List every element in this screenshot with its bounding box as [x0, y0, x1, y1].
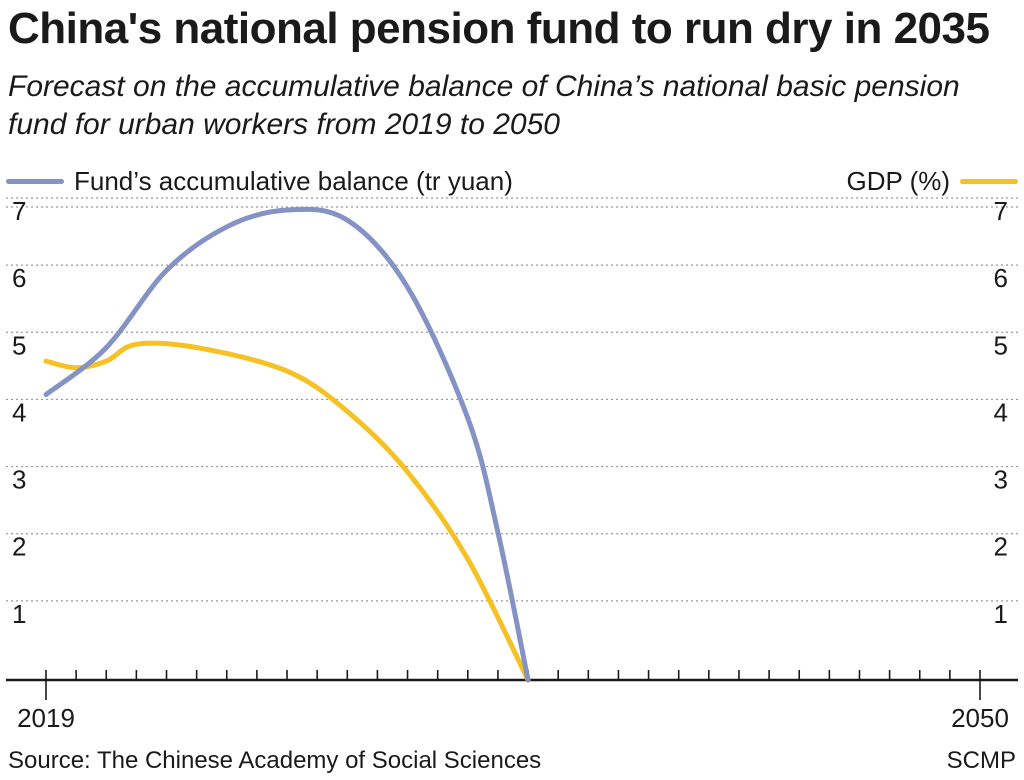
x-tick-label-2019: 2019: [17, 703, 75, 733]
y-tick-right-3: 3: [994, 465, 1008, 495]
y-tick-left-1: 1: [12, 599, 26, 629]
y-tick-left-5: 5: [12, 330, 26, 360]
y-tick-left-6: 6: [12, 263, 26, 293]
source-note: Source: The Chinese Academy of Social Sc…: [8, 747, 542, 774]
y-tick-right-4: 4: [994, 397, 1008, 427]
y-tick-left-3: 3: [12, 465, 26, 495]
legend-swatch-series-b: [960, 179, 1018, 184]
series-lines: [43, 206, 531, 683]
line-fund-balance: [43, 206, 531, 683]
legend-series-b: GDP (%): [846, 166, 1018, 197]
legend-label-series-a: Fund’s accumulative balance (tr yuan): [74, 166, 513, 196]
y-tick-left-2: 2: [12, 532, 26, 562]
y-tick-right-7: 7: [994, 196, 1008, 226]
y-tick-right-6: 6: [994, 263, 1008, 293]
gridlines: [6, 197, 1018, 602]
y-axis-right: 1 2 3 4 5 6 7: [994, 196, 1008, 629]
x-tick-label-2050: 2050: [951, 703, 1009, 733]
y-tick-left-7: 7: [12, 196, 26, 226]
y-tick-right-5: 5: [994, 330, 1008, 360]
y-tick-right-1: 1: [994, 599, 1008, 629]
legend-label-series-b: GDP (%): [846, 166, 950, 196]
y-axis-left: 1 2 3 4 5 6 7: [12, 196, 26, 629]
legend-series-a: Fund’s accumulative balance (tr yuan): [6, 166, 513, 197]
chart-subtitle: Forecast on the accumulative balance of …: [8, 70, 960, 141]
chart-title: China's national pension fund to run dry…: [8, 4, 990, 53]
line-chart: 1 2 3 4 5 6 7 1 2 3 4 5 6 7 2019 2050: [6, 196, 1018, 733]
credit-label: SCMP: [946, 747, 1016, 774]
line-gdp: [43, 340, 531, 683]
y-tick-right-2: 2: [994, 532, 1008, 562]
x-axis: 2019 2050: [6, 670, 1018, 733]
legend-swatch-series-a: [6, 179, 64, 184]
y-tick-left-4: 4: [12, 397, 26, 427]
